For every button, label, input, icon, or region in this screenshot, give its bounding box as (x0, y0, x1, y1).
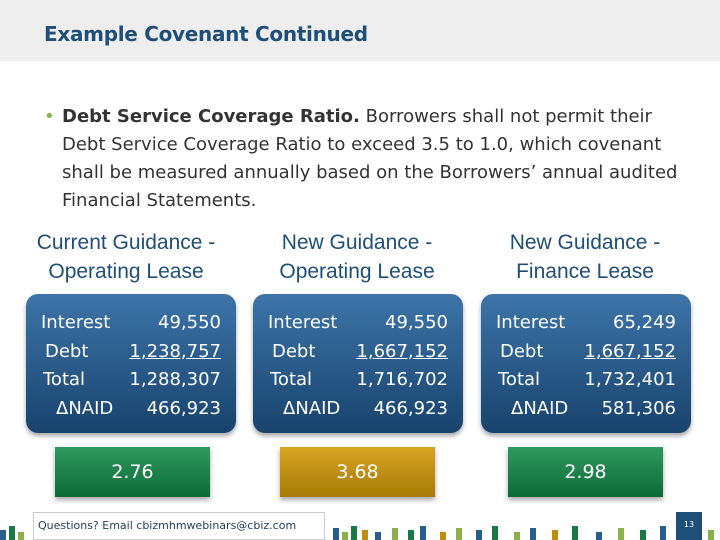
row-label: Total (270, 369, 313, 390)
calc-row-debt: Debt 1,238,757 (26, 338, 236, 367)
row-label: Interest (496, 312, 566, 333)
row-label: Debt (45, 340, 89, 362)
row-label: Debt (500, 340, 544, 362)
row-value: 466,923 (146, 397, 221, 419)
heading-line: Operating Lease (279, 260, 435, 283)
row-label: Debt (272, 340, 316, 362)
heading-line: New Guidance - (509, 231, 661, 254)
row-value: 1,732,401 (584, 369, 676, 390)
calc-box-current-operating: Interest 49,550 Debt 1,238,757 Total 1,2… (26, 294, 236, 433)
calc-box-new-operating: Interest 49,550 Debt 1,667,152 Total 1,7… (253, 294, 463, 433)
row-value: 1,716,702 (356, 369, 448, 390)
row-value: 1,288,307 (129, 369, 221, 390)
calc-box-new-finance: Interest 65,249 Debt 1,667,152 Total 1,7… (481, 294, 691, 433)
calc-row-naid: ΔNAID 581,306 (481, 395, 691, 424)
column-heading-current-operating: Current Guidance - Operating Lease (26, 228, 226, 286)
row-value: 49,550 (158, 312, 221, 333)
row-label: ΔNAID (511, 397, 569, 419)
calc-row-naid: ΔNAID 466,923 (253, 395, 463, 424)
header-band (0, 0, 720, 61)
ratio-box-current-operating: 2.76 (55, 447, 210, 497)
row-value: 65,249 (613, 312, 676, 333)
row-label: ΔNAID (56, 397, 114, 419)
bullet-lead: Debt Service Coverage Ratio. (62, 106, 360, 127)
row-label: Total (43, 369, 86, 390)
column-heading-new-finance: New Guidance - Finance Lease (485, 228, 685, 286)
calc-row-debt: Debt 1,667,152 (481, 338, 691, 367)
calc-row-interest: Interest 65,249 (481, 309, 691, 338)
row-value: 1,238,757 (129, 340, 221, 362)
row-value: 1,667,152 (584, 340, 676, 362)
ratio-box-new-finance: 2.98 (508, 447, 663, 497)
bullet-text: Debt Service Coverage Ratio. Borrowers s… (44, 103, 684, 215)
bullet-paragraph: • Debt Service Coverage Ratio. Borrowers… (44, 103, 684, 215)
ratio-box-new-operating: 3.68 (280, 447, 435, 497)
calc-row-total: Total 1,732,401 (481, 366, 691, 395)
slide-title: Example Covenant Continued (44, 22, 368, 46)
row-label: Interest (268, 312, 338, 333)
calc-row-total: Total 1,716,702 (253, 366, 463, 395)
row-label: Interest (41, 312, 111, 333)
row-value: 49,550 (385, 312, 448, 333)
calc-row-naid: ΔNAID 466,923 (26, 395, 236, 424)
heading-line: Current Guidance - (36, 231, 216, 254)
heading-line: Operating Lease (48, 260, 204, 283)
page-number: 13 (676, 512, 702, 540)
calc-row-interest: Interest 49,550 (26, 309, 236, 338)
calc-row-debt: Debt 1,667,152 (253, 338, 463, 367)
bullet-body: Borrowers shall not permit their Debt Se… (62, 106, 678, 211)
calc-row-total: Total 1,288,307 (26, 366, 236, 395)
row-value: 466,923 (373, 397, 448, 419)
heading-line: Finance Lease (516, 260, 654, 283)
row-label: ΔNAID (283, 397, 341, 419)
calc-row-interest: Interest 49,550 (253, 309, 463, 338)
footer-decoration (0, 524, 720, 540)
bullet-icon: • (44, 106, 55, 127)
row-label: Total (498, 369, 541, 390)
row-value: 1,667,152 (356, 340, 448, 362)
footer-questions-email: Questions? Email cbizmhmwebinars@cbiz.co… (33, 512, 325, 540)
column-heading-new-operating: New Guidance - Operating Lease (257, 228, 457, 286)
row-value: 581,306 (601, 397, 676, 419)
heading-line: New Guidance - (281, 231, 433, 254)
